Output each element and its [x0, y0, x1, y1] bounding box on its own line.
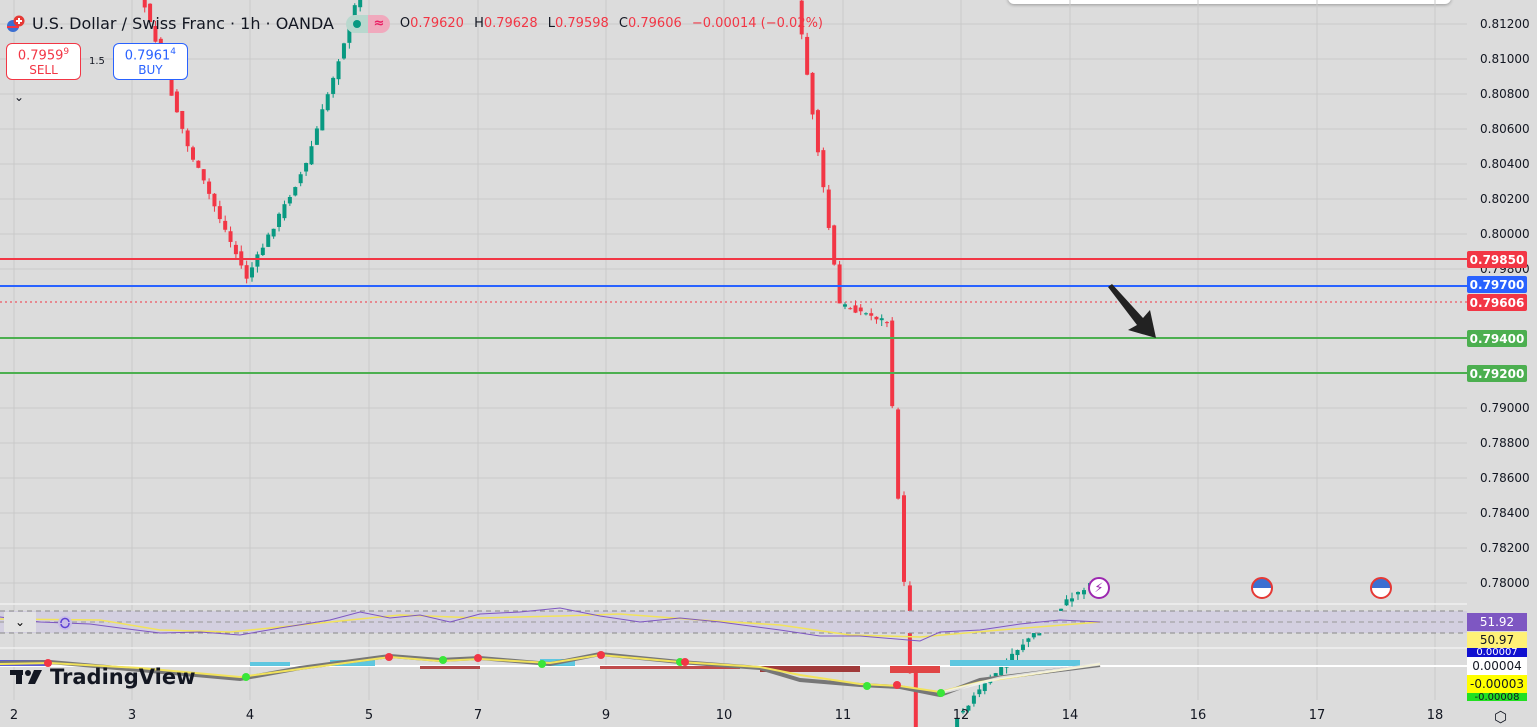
time-tick: 9 [601, 708, 611, 723]
sell-price-pip: 9 [63, 46, 70, 57]
market-open-dot-icon [345, 14, 368, 33]
support-1-price-label: 0.79400 [1467, 330, 1527, 347]
rsi-refresh-icon[interactable] [57, 615, 73, 631]
price-tick: 0.80200 [1480, 192, 1530, 206]
time-tick: 14 [1061, 708, 1079, 723]
ohlc-values: O0.79620 H0.79628 L0.79598 C0.79606 −0.0… [400, 16, 829, 31]
time-axis[interactable]: 2 3 4 5 7 9 10 11 12 14 16 17 18 [0, 705, 1467, 727]
price-axis[interactable]: 0.81200 0.81000 0.80800 0.80600 0.80400 … [1467, 0, 1537, 700]
last-price-label: 0.79606 [1467, 294, 1527, 311]
time-tick: 16 [1189, 708, 1207, 723]
resistance-price-label: 0.79850 [1467, 251, 1527, 268]
low-value: 0.79598 [555, 16, 609, 31]
rsi-value-label: 51.92 [1467, 613, 1527, 631]
tradingview-logo[interactable]: TradingView [10, 665, 195, 689]
price-tick: 0.80800 [1480, 87, 1530, 101]
symbol-title[interactable]: U.S. Dollar / Swiss Franc · 1h · OANDA [32, 14, 334, 33]
market-status[interactable]: ≈ [345, 14, 390, 33]
price-tick: 0.78400 [1480, 506, 1530, 520]
indicator-collapse-chevron-icon[interactable]: ⌄ [4, 612, 36, 632]
tradingview-logo-icon [10, 670, 42, 684]
price-tick: 0.80600 [1480, 122, 1530, 136]
price-tick: 0.81000 [1480, 52, 1530, 66]
open-value: 0.79620 [410, 16, 464, 31]
settings-gear-icon[interactable]: ⬡ [1494, 708, 1508, 726]
top-floating-panel [1008, 0, 1451, 4]
price-tick: 0.79000 [1480, 401, 1530, 415]
grid [0, 0, 1467, 700]
close-value: 0.79606 [627, 16, 682, 31]
buy-price: 0.7961 [124, 48, 171, 64]
time-tick: 10 [715, 708, 733, 723]
spread-value: 1.5 [89, 56, 105, 67]
change-value: −0.00014 (−0.02%) [691, 16, 824, 31]
tradingview-logo-text: TradingView [50, 665, 196, 689]
time-tick: 18 [1426, 708, 1444, 723]
time-tick: 7 [473, 708, 483, 723]
buy-price-pip: 4 [170, 46, 177, 57]
macd-top-label: 0.00007 [1467, 648, 1527, 657]
price-tick: 0.81200 [1480, 17, 1530, 31]
down-arrow-icon[interactable] [1108, 284, 1156, 338]
time-tick: 4 [245, 708, 255, 723]
high-value: 0.79628 [483, 16, 538, 31]
low-key: L [547, 16, 555, 31]
macd-signal-label: -0.00003 [1467, 675, 1527, 693]
price-tick: 0.78800 [1480, 436, 1530, 450]
price-tick: 0.80000 [1480, 227, 1530, 241]
sell-label: SELL [29, 63, 58, 78]
lightning-event-icon[interactable]: ⚡ [1088, 577, 1110, 599]
rsi-ma-value-label: 50.97 [1467, 632, 1527, 648]
macd-bottom-label: -0.00008 [1467, 693, 1527, 701]
time-tick: 3 [127, 708, 137, 723]
sell-button[interactable]: 0.79599 SELL [6, 43, 81, 80]
buy-label: BUY [138, 63, 163, 78]
buy-button[interactable]: 0.79614 BUY [112, 43, 188, 80]
blue-level-price-label: 0.79700 [1467, 276, 1527, 293]
sell-price: 0.7959 [17, 48, 64, 64]
time-tick: 2 [9, 708, 19, 723]
time-tick: 12 [952, 708, 970, 723]
time-tick: 11 [834, 708, 852, 723]
price-tick: 0.78600 [1480, 471, 1530, 485]
time-tick: 5 [364, 708, 374, 723]
chart-legend: U.S. Dollar / Swiss Franc · 1h · OANDA ≈… [6, 14, 829, 33]
close-key: C [618, 16, 628, 31]
price-tick: 0.80400 [1480, 157, 1530, 171]
support-2-price-label: 0.79200 [1467, 365, 1527, 382]
legend-collapse-chevron-icon[interactable]: ⌄ [14, 90, 25, 104]
open-key: O [399, 16, 411, 31]
macd-cross-dots [44, 651, 945, 697]
price-tick: 0.78200 [1480, 541, 1530, 555]
price-tick: 0.78000 [1480, 576, 1530, 590]
high-key: H [474, 16, 484, 31]
us-flag-event-icon[interactable] [1251, 577, 1273, 599]
us-flag-event-icon[interactable] [1370, 577, 1392, 599]
trade-buttons: 0.79599 SELL 1.5 0.79614 BUY [6, 43, 188, 80]
delayed-data-icon: ≈ [367, 14, 390, 33]
time-tick: 17 [1308, 708, 1326, 723]
macd-zero-label: 0.00004 [1467, 657, 1527, 675]
usd-chf-flag-icon [7, 15, 25, 32]
